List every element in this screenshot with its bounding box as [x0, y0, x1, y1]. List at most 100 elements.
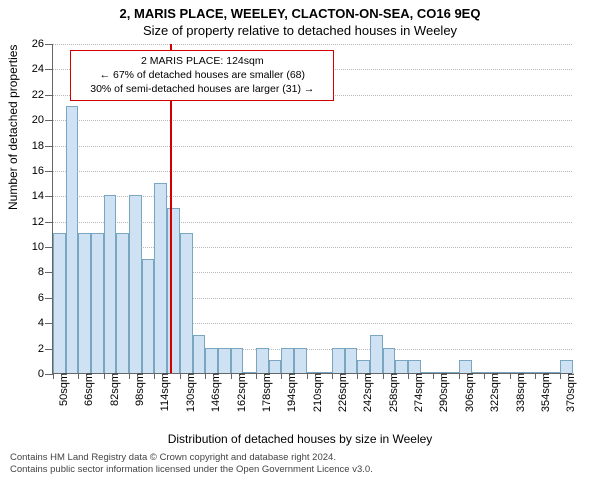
- histogram-bar: [560, 360, 573, 373]
- y-tick-label: 24: [16, 63, 44, 75]
- callout-line: 30% of semi-detached houses are larger (…: [77, 82, 327, 96]
- x-tick: [205, 373, 206, 379]
- chart-title-1: 2, MARIS PLACE, WEELEY, CLACTON-ON-SEA, …: [0, 6, 600, 21]
- histogram-bar: [193, 335, 206, 373]
- callout-line: ← 67% of detached houses are smaller (68…: [77, 68, 327, 82]
- histogram-bar: [104, 195, 117, 373]
- callout-line: 2 MARIS PLACE: 124sqm: [77, 54, 327, 68]
- y-tick-label: 10: [16, 241, 44, 253]
- y-tick: [45, 247, 53, 248]
- y-tick-label: 8: [16, 266, 44, 278]
- y-tick: [45, 323, 53, 324]
- histogram-bar: [154, 183, 167, 373]
- footer: Contains HM Land Registry data © Crown c…: [0, 446, 600, 477]
- y-tick-label: 18: [16, 140, 44, 152]
- histogram-bar: [256, 348, 269, 373]
- x-tick: [154, 373, 155, 379]
- gridline: [53, 120, 572, 121]
- x-tick-label: 338sqm: [513, 373, 527, 412]
- y-tick-label: 6: [16, 292, 44, 304]
- x-tick-label: 162sqm: [234, 373, 248, 412]
- x-tick-label: 66sqm: [81, 373, 95, 406]
- y-tick-label: 4: [16, 317, 44, 329]
- x-tick-label: 226sqm: [335, 373, 349, 412]
- y-tick-label: 14: [16, 190, 44, 202]
- x-tick: [129, 373, 130, 379]
- histogram-bar: [459, 360, 472, 373]
- y-tick: [45, 69, 53, 70]
- histogram-bar: [408, 360, 421, 373]
- plot-area: 50sqm66sqm82sqm98sqm114sqm130sqm146sqm16…: [52, 44, 572, 374]
- histogram-bar: [66, 106, 79, 373]
- gridline: [53, 44, 572, 45]
- x-tick: [459, 373, 460, 379]
- x-tick-label: 146sqm: [208, 373, 222, 412]
- x-tick: [231, 373, 232, 379]
- y-tick-label: 0: [16, 368, 44, 380]
- histogram-bar: [91, 233, 104, 373]
- y-tick-label: 26: [16, 38, 44, 50]
- x-tick: [357, 373, 358, 379]
- x-tick: [433, 373, 434, 379]
- x-tick: [256, 373, 257, 379]
- histogram-bar: [383, 348, 396, 373]
- y-tick: [45, 171, 53, 172]
- chart-title-2: Size of property relative to detached ho…: [0, 23, 600, 38]
- histogram-bar: [370, 335, 383, 373]
- y-tick: [45, 349, 53, 350]
- histogram-bar: [167, 208, 180, 373]
- x-tick: [332, 373, 333, 379]
- x-tick-label: 242sqm: [360, 373, 374, 412]
- histogram-bar: [345, 348, 358, 373]
- x-tick: [383, 373, 384, 379]
- x-tick-label: 50sqm: [56, 373, 70, 406]
- histogram-bar: [78, 233, 91, 373]
- y-tick-label: 2: [16, 343, 44, 355]
- histogram-bar: [395, 360, 408, 373]
- x-tick-label: 98sqm: [132, 373, 146, 406]
- chart-titles: 2, MARIS PLACE, WEELEY, CLACTON-ON-SEA, …: [0, 0, 600, 38]
- histogram-bar: [294, 348, 307, 373]
- histogram-bar: [205, 348, 218, 373]
- histogram-bar: [129, 195, 142, 373]
- x-tick: [307, 373, 308, 379]
- y-tick-label: 12: [16, 216, 44, 228]
- histogram-bar: [142, 259, 155, 373]
- y-tick: [45, 196, 53, 197]
- x-tick: [281, 373, 282, 379]
- x-tick-label: 130sqm: [183, 373, 197, 412]
- gridline: [53, 171, 572, 172]
- y-tick-label: 22: [16, 89, 44, 101]
- x-tick-label: 306sqm: [462, 373, 476, 412]
- histogram-bar: [357, 360, 370, 373]
- gridline: [53, 146, 572, 147]
- x-tick: [180, 373, 181, 379]
- x-tick: [104, 373, 105, 379]
- x-axis-title: Distribution of detached houses by size …: [0, 432, 600, 446]
- x-tick: [53, 373, 54, 379]
- histogram-bar: [332, 348, 345, 373]
- x-tick-label: 194sqm: [284, 373, 298, 412]
- x-tick: [560, 373, 561, 379]
- x-tick-label: 114sqm: [157, 373, 171, 411]
- y-tick: [45, 374, 53, 375]
- x-tick: [510, 373, 511, 379]
- x-tick-label: 322sqm: [487, 373, 501, 412]
- x-tick: [408, 373, 409, 379]
- y-tick-label: 20: [16, 114, 44, 126]
- y-tick: [45, 44, 53, 45]
- y-tick: [45, 120, 53, 121]
- histogram-bar: [269, 360, 282, 373]
- x-tick: [78, 373, 79, 379]
- x-tick-label: 354sqm: [538, 373, 552, 412]
- x-tick-label: 290sqm: [436, 373, 450, 412]
- x-tick: [484, 373, 485, 379]
- x-tick-label: 210sqm: [310, 373, 324, 412]
- x-tick-label: 258sqm: [386, 373, 400, 412]
- histogram-bar: [231, 348, 244, 373]
- y-tick: [45, 146, 53, 147]
- x-tick-label: 178sqm: [259, 373, 273, 412]
- chart-area: 50sqm66sqm82sqm98sqm114sqm130sqm146sqm16…: [52, 44, 572, 374]
- y-tick: [45, 272, 53, 273]
- footer-line-1: Contains HM Land Registry data © Crown c…: [10, 452, 590, 464]
